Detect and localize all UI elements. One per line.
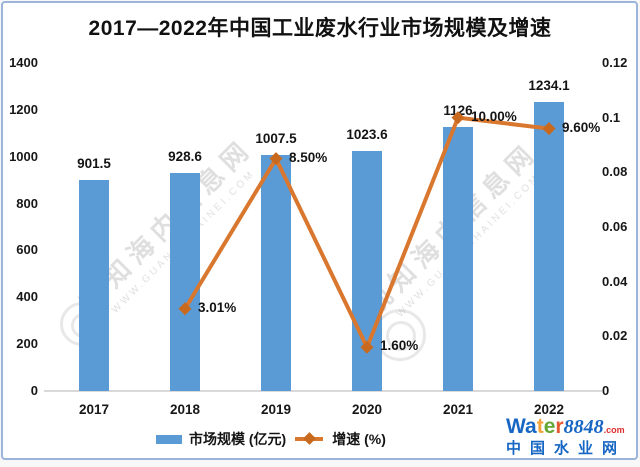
x-axis-label: 2020 <box>351 402 383 417</box>
bar-value-label: 1023.6 <box>346 127 388 143</box>
bar-value-label: 901.5 <box>77 155 111 171</box>
line-marker-2020 <box>360 340 374 354</box>
chart-legend: 市场规模 (亿元) 增速 (%) <box>156 431 386 447</box>
line-marker-2022 <box>542 122 556 136</box>
left-axis-tick: 600 <box>16 242 38 258</box>
x-axis-label: 2021 <box>442 402 474 417</box>
growth-value-label: 1.60% <box>380 338 419 354</box>
growth-value-label: 9.60% <box>562 119 601 135</box>
bar-2022 <box>534 101 564 391</box>
line-marker-2021 <box>451 111 465 125</box>
bar-value-label: 1126 <box>443 103 473 119</box>
bar-2018 <box>170 173 200 391</box>
right-axis-tick: 0 <box>602 383 610 398</box>
x-axis-line <box>44 390 602 392</box>
x-axis-label: 2019 <box>260 402 292 417</box>
page-title: 2017—2022年中国工业废水行业市场规模及增速 <box>88 17 552 40</box>
x-axis-label: 2018 <box>169 402 201 417</box>
left-axis-tick: 800 <box>16 195 38 211</box>
legend-bar-swatch-icon <box>156 434 182 444</box>
bar-value-label: 1007.5 <box>255 130 297 146</box>
bar-2019 <box>261 154 291 391</box>
logo-letter: t <box>536 415 544 438</box>
right-axis-tick: 0.06 <box>602 219 628 234</box>
x-axis-label: 2017 <box>78 402 110 417</box>
bar-2021 <box>443 127 473 391</box>
site-logo-wordmark: Water8848.com <box>506 416 634 437</box>
growth-value-label: 10.00% <box>471 108 517 124</box>
right-axis-tick: 0.08 <box>602 164 628 180</box>
bar-2017 <box>79 179 109 391</box>
right-axis-tick: 0.1 <box>602 109 621 125</box>
logo-letter: r <box>555 415 564 438</box>
logo-letter: W <box>506 415 526 438</box>
right-axis-tick: 0.04 <box>602 273 628 289</box>
legend-line-label: 增速 (%) <box>332 431 386 447</box>
logo-word-letters: Water <box>506 415 564 438</box>
bar-value-label: 928.6 <box>168 149 202 165</box>
x-axis-label: 2022 <box>533 402 565 417</box>
left-axis-tick: 400 <box>16 289 38 305</box>
logo-letter: a <box>525 415 537 438</box>
left-axis-tick: 1000 <box>9 148 38 164</box>
legend-line-swatch-icon <box>295 432 324 445</box>
growth-value-label: 3.01% <box>198 299 237 315</box>
right-axis-tick: 0.12 <box>602 55 628 70</box>
line-marker-2019 <box>269 152 283 166</box>
right-axis-tick: 0.02 <box>602 328 628 344</box>
left-axis-tick: 0 <box>30 383 38 398</box>
left-axis-tick: 1400 <box>9 55 38 70</box>
growth-value-label: 8.50% <box>289 149 328 165</box>
bar-value-label: 1234.1 <box>528 77 570 93</box>
legend-bar-label: 市场规模 (亿元) <box>189 431 287 447</box>
left-axis-tick: 1200 <box>9 101 38 117</box>
growth-line <box>183 115 550 353</box>
line-marker-2018 <box>178 302 192 316</box>
logo-number: 8848 <box>563 416 604 438</box>
logo-tld: .com <box>603 425 625 435</box>
site-logo: Water8848.com 中国水业网 <box>506 416 634 456</box>
logo-letter: e <box>543 415 556 438</box>
left-axis-tick: 200 <box>16 336 38 352</box>
site-logo-subtitle: 中国水业网 <box>506 440 627 457</box>
